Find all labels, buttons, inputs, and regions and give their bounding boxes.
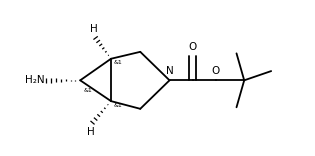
Text: &1: &1 [114, 60, 123, 65]
Text: H: H [90, 24, 98, 34]
Text: N: N [166, 66, 173, 76]
Text: H₂N: H₂N [25, 75, 45, 85]
Text: &1: &1 [114, 103, 123, 108]
Text: O: O [188, 42, 197, 52]
Text: O: O [212, 66, 220, 76]
Text: H: H [87, 127, 95, 136]
Text: &1: &1 [83, 88, 92, 93]
